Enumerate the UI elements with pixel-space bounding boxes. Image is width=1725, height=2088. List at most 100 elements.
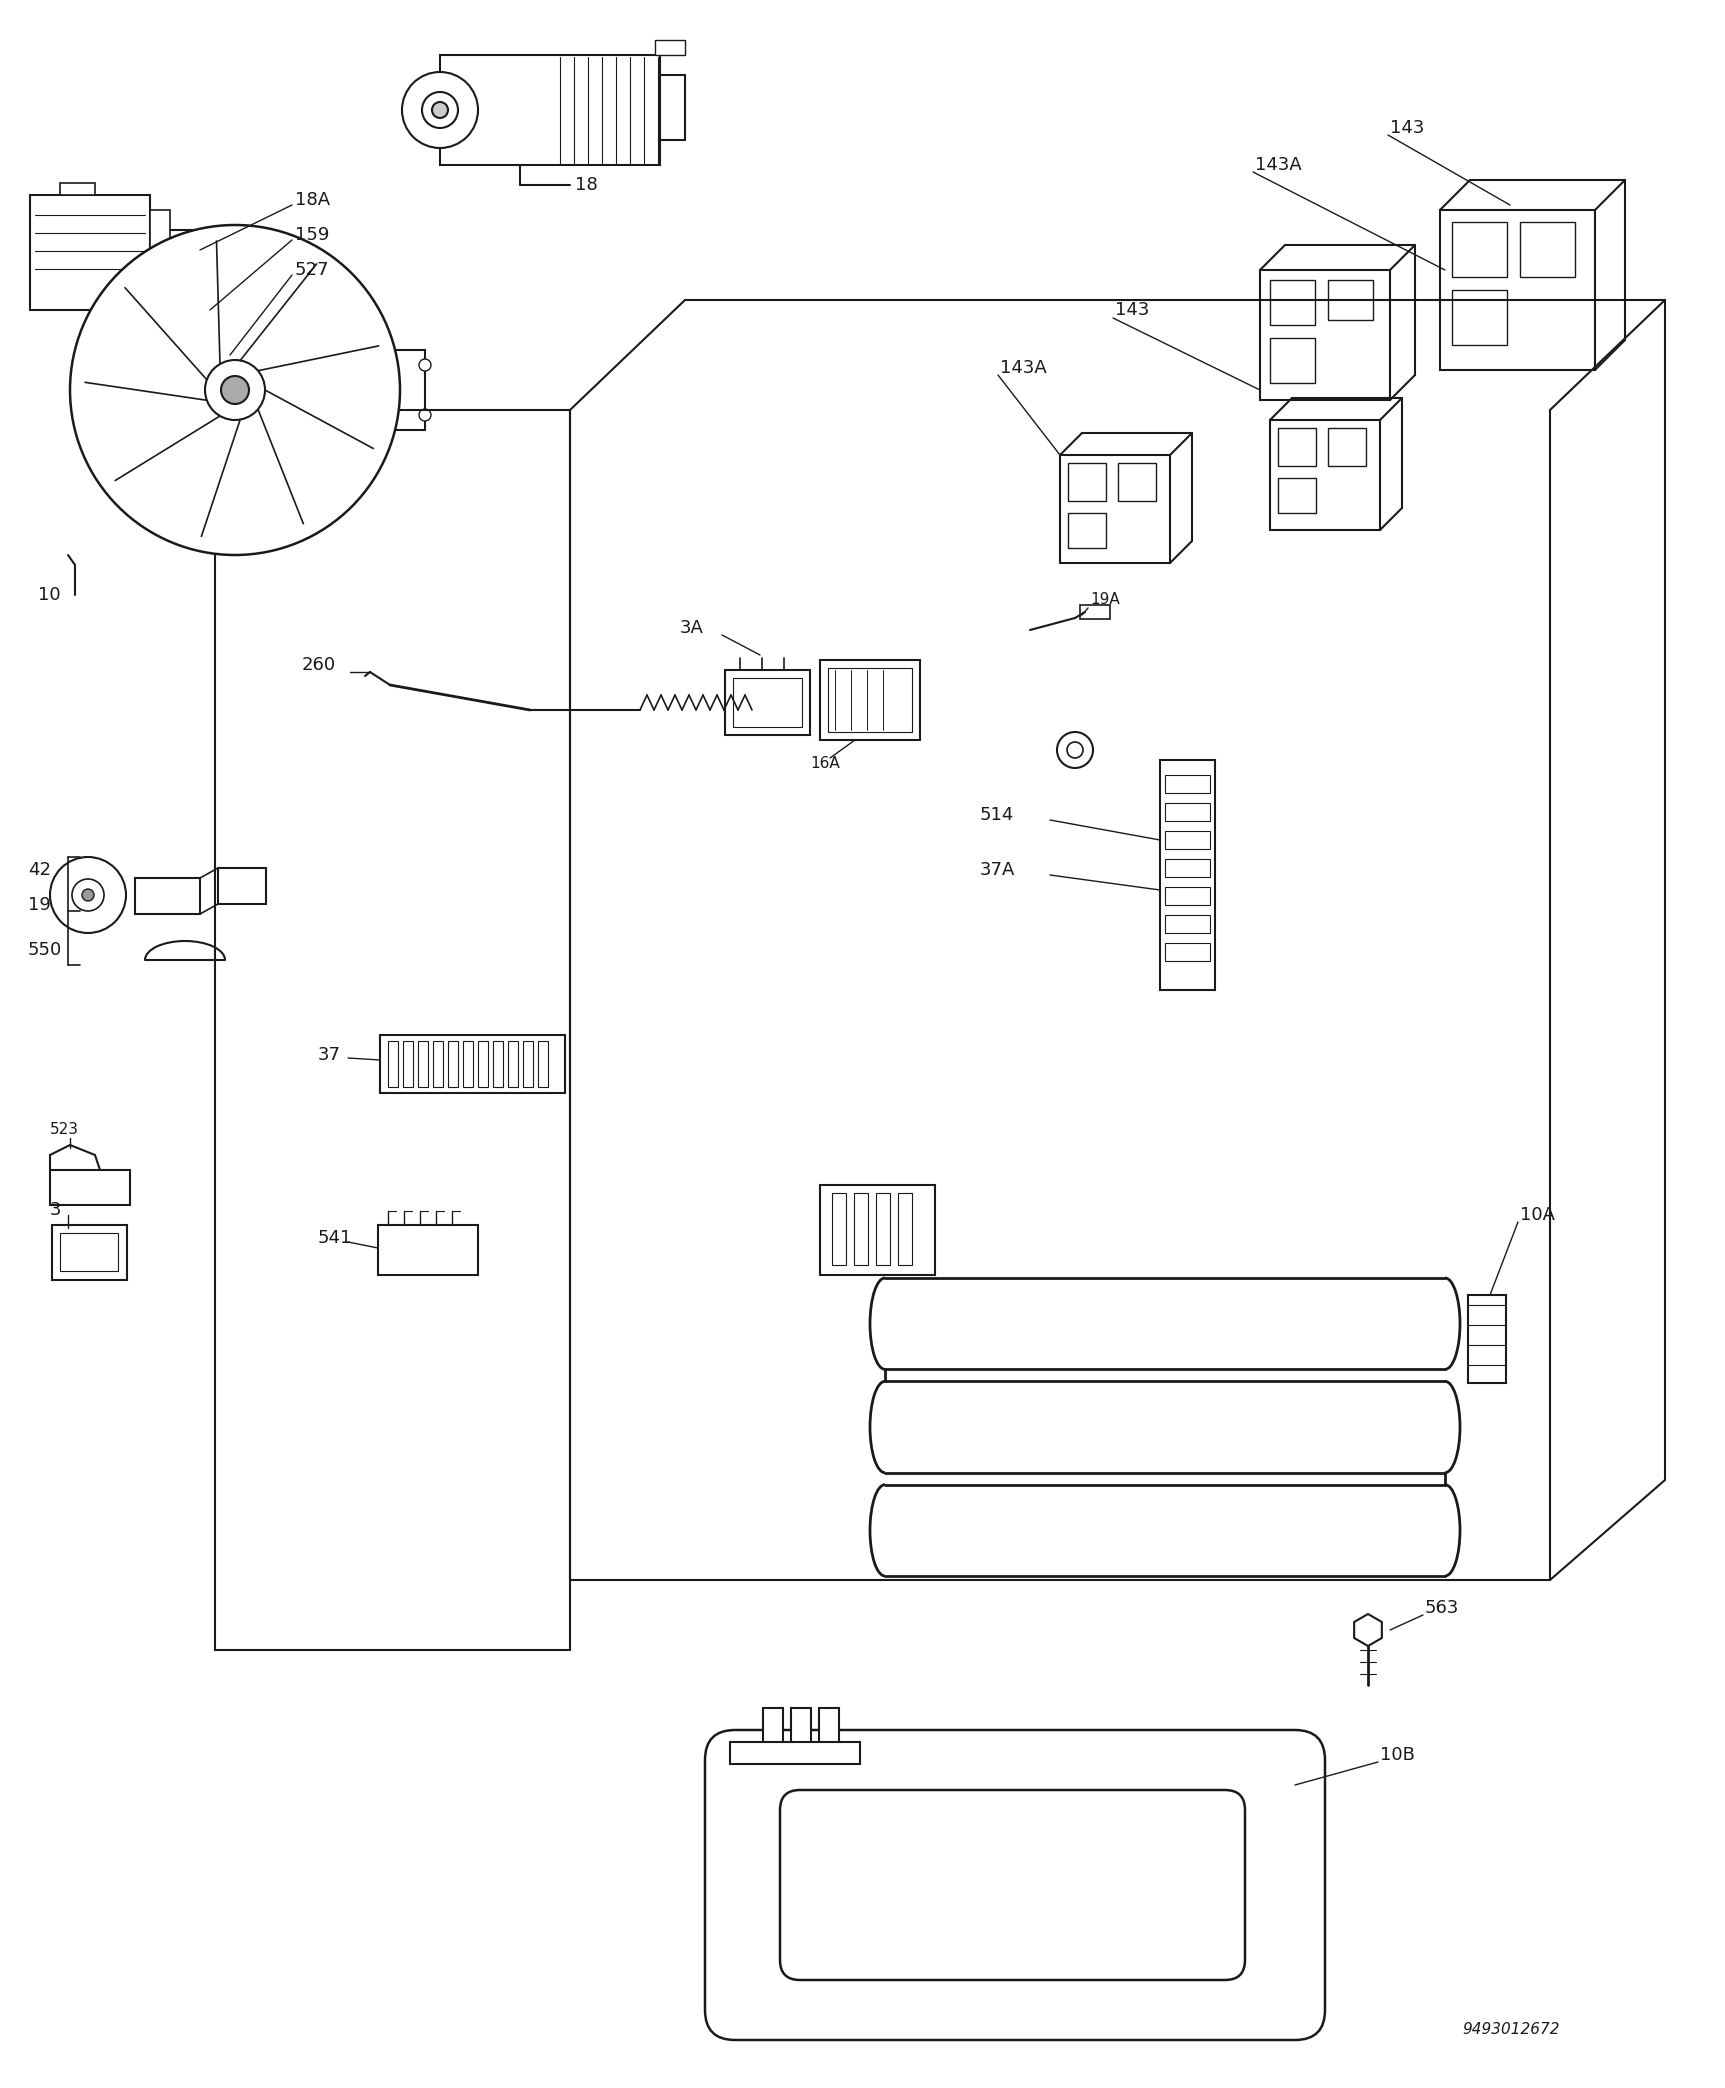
Text: 16A: 16A bbox=[811, 756, 840, 770]
Bar bbox=[762, 1708, 783, 1760]
Bar bbox=[1159, 760, 1214, 990]
Bar bbox=[1164, 887, 1209, 904]
Text: 143: 143 bbox=[1390, 119, 1425, 138]
Bar bbox=[493, 1042, 504, 1088]
Bar bbox=[899, 1192, 913, 1265]
Text: 10: 10 bbox=[38, 587, 60, 603]
Bar bbox=[1059, 455, 1170, 564]
Text: 19A: 19A bbox=[1090, 593, 1120, 608]
Bar bbox=[29, 194, 150, 309]
Bar bbox=[828, 668, 913, 733]
Bar bbox=[217, 869, 266, 904]
Bar bbox=[1270, 338, 1314, 382]
Bar bbox=[1278, 478, 1316, 514]
Bar bbox=[60, 184, 95, 194]
Circle shape bbox=[423, 92, 459, 127]
Bar bbox=[1164, 775, 1209, 793]
Circle shape bbox=[402, 71, 478, 148]
FancyBboxPatch shape bbox=[706, 1731, 1325, 2040]
Circle shape bbox=[419, 409, 431, 422]
Circle shape bbox=[1057, 733, 1094, 768]
Bar bbox=[395, 351, 424, 430]
Bar bbox=[1278, 428, 1316, 466]
Text: 9493012672: 9493012672 bbox=[1463, 2023, 1559, 2038]
Text: 19: 19 bbox=[28, 896, 50, 915]
Bar bbox=[60, 1234, 117, 1272]
Bar bbox=[792, 1708, 811, 1760]
Bar bbox=[1164, 944, 1209, 960]
Bar bbox=[1068, 464, 1106, 501]
Circle shape bbox=[71, 226, 400, 555]
Bar bbox=[448, 1042, 459, 1088]
Bar bbox=[876, 1192, 890, 1265]
Bar bbox=[1118, 464, 1156, 501]
Text: 10A: 10A bbox=[1520, 1207, 1554, 1224]
Bar bbox=[507, 1042, 518, 1088]
Bar bbox=[724, 670, 811, 735]
Text: 514: 514 bbox=[980, 806, 1014, 825]
Bar bbox=[52, 1226, 128, 1280]
Bar bbox=[1468, 1295, 1506, 1382]
Text: 159: 159 bbox=[295, 226, 329, 244]
Bar bbox=[1452, 290, 1508, 345]
Bar bbox=[661, 75, 685, 140]
Text: 260: 260 bbox=[302, 656, 336, 674]
Text: 37: 37 bbox=[317, 1046, 342, 1065]
Bar bbox=[1440, 211, 1596, 370]
Bar bbox=[462, 1042, 473, 1088]
Bar bbox=[819, 1708, 838, 1760]
Text: 143A: 143A bbox=[1256, 157, 1302, 173]
Bar bbox=[1328, 428, 1366, 466]
Circle shape bbox=[72, 879, 104, 910]
Bar bbox=[1068, 514, 1106, 547]
Bar bbox=[854, 1192, 868, 1265]
Text: 550: 550 bbox=[28, 942, 62, 958]
Bar bbox=[1080, 606, 1109, 618]
Circle shape bbox=[83, 889, 93, 902]
Text: 523: 523 bbox=[50, 1123, 79, 1138]
Bar bbox=[819, 660, 919, 739]
Bar bbox=[656, 40, 685, 54]
Bar bbox=[1164, 804, 1209, 821]
Text: 3A: 3A bbox=[680, 618, 704, 637]
Bar bbox=[1259, 269, 1390, 401]
Bar bbox=[538, 1042, 549, 1088]
Bar bbox=[478, 1042, 488, 1088]
Text: 3: 3 bbox=[50, 1201, 62, 1219]
Circle shape bbox=[205, 359, 266, 420]
Bar bbox=[150, 211, 171, 265]
Bar bbox=[380, 1036, 566, 1092]
Bar bbox=[1164, 831, 1209, 850]
Bar bbox=[1270, 280, 1314, 326]
Bar bbox=[1164, 858, 1209, 877]
Bar bbox=[1328, 280, 1373, 319]
Polygon shape bbox=[1354, 1614, 1382, 1645]
Text: 563: 563 bbox=[1425, 1599, 1459, 1616]
FancyBboxPatch shape bbox=[780, 1789, 1245, 1979]
Text: 541: 541 bbox=[317, 1230, 352, 1247]
Bar bbox=[1164, 915, 1209, 933]
Bar bbox=[819, 1186, 935, 1276]
Text: 527: 527 bbox=[295, 261, 329, 280]
Bar bbox=[1520, 221, 1575, 278]
Bar bbox=[733, 679, 802, 727]
Bar bbox=[50, 1169, 129, 1205]
Bar bbox=[417, 1042, 428, 1088]
Bar bbox=[831, 1192, 845, 1265]
Circle shape bbox=[221, 376, 248, 403]
Bar bbox=[404, 1042, 412, 1088]
Bar bbox=[433, 1042, 443, 1088]
Circle shape bbox=[1068, 741, 1083, 758]
Circle shape bbox=[419, 359, 431, 372]
Text: 143: 143 bbox=[1114, 301, 1149, 319]
Bar bbox=[730, 1741, 861, 1764]
Bar bbox=[1452, 221, 1508, 278]
Bar bbox=[523, 1042, 533, 1088]
Circle shape bbox=[431, 102, 448, 119]
Bar bbox=[135, 877, 200, 915]
Text: 42: 42 bbox=[28, 860, 52, 879]
Bar bbox=[1270, 420, 1380, 530]
Text: 10B: 10B bbox=[1380, 1746, 1414, 1764]
Bar bbox=[378, 1226, 478, 1276]
Text: 18: 18 bbox=[574, 175, 599, 194]
